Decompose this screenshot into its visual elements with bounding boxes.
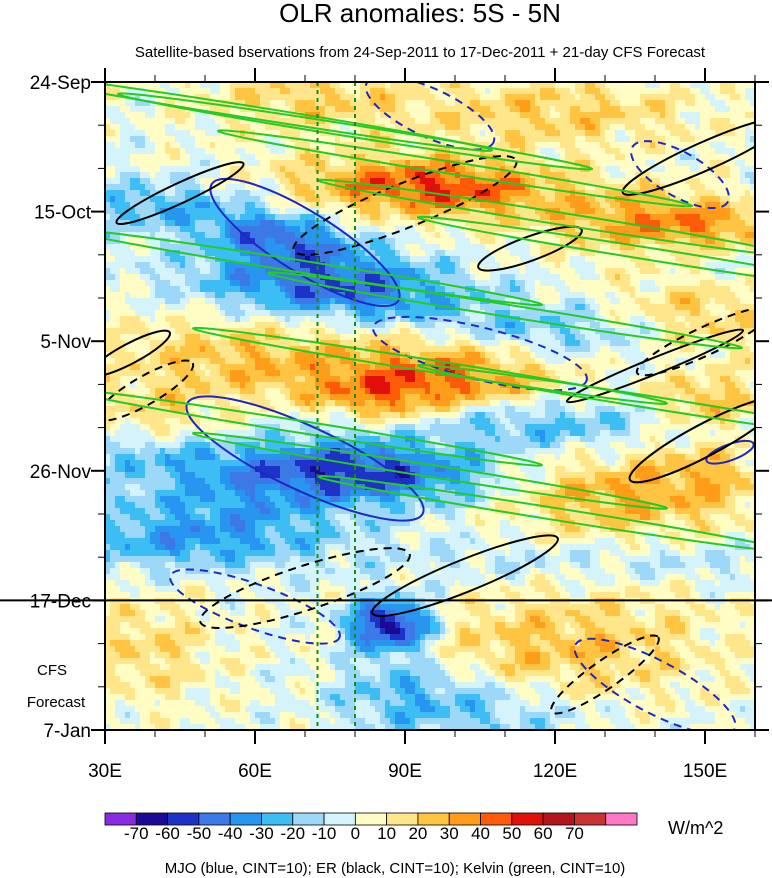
kelvin-contour xyxy=(416,215,755,294)
er-contour xyxy=(628,396,755,484)
forecast-label-line1: CFS xyxy=(37,662,67,679)
chart-title: OLR anomalies: 5S - 5N xyxy=(279,0,561,28)
kelvin-contour xyxy=(416,363,755,442)
colorbar: -70 -60 -50 -40 -30 -20 -10 0 10 20 30 40 50 60 70 xyxy=(104,812,638,843)
colorbar-tick-label: -10 xyxy=(312,824,337,843)
y-tick-label: 24-Sep xyxy=(30,73,91,94)
er-contour xyxy=(115,161,245,226)
reference-longitude-lines xyxy=(316,82,356,730)
kelvin-contour xyxy=(216,129,694,208)
plot-frame xyxy=(104,81,756,731)
er-contour xyxy=(199,547,411,629)
er-contour xyxy=(371,534,559,618)
mjo-contour xyxy=(169,568,341,645)
er-contour xyxy=(550,634,660,715)
x-tick-label: 120E xyxy=(533,761,577,782)
colorbar-tick-label: -50 xyxy=(187,824,212,843)
colorbar-tick-label: -30 xyxy=(249,824,274,843)
y-axis: 24-Sep 15-Oct 5-Nov 26-Nov 17-Dec 7-Jan xyxy=(30,73,769,742)
colorbar-tick-label: -40 xyxy=(218,824,243,843)
y-tick-label: 26-Nov xyxy=(30,462,92,483)
kelvin-contour xyxy=(105,228,544,307)
x-tick-label: 60E xyxy=(238,761,272,782)
colorbar-tick-label: -60 xyxy=(155,824,180,843)
mjo-contour xyxy=(209,177,401,308)
colorbar-tick-label: -70 xyxy=(124,824,149,843)
x-tick-label: 150E xyxy=(683,761,727,782)
colorbar-tick-label: 50 xyxy=(502,824,521,843)
er-contour xyxy=(105,329,172,378)
colorbar-tick-label: 40 xyxy=(471,824,490,843)
colorbar-tick-label: 30 xyxy=(440,824,459,843)
colorbar-tick-label: 0 xyxy=(351,824,360,843)
colorbar-tick-label: 20 xyxy=(408,824,427,843)
forecast-label-line2: Forecast xyxy=(27,694,86,711)
colorbar-tick-label: -20 xyxy=(280,824,305,843)
er-contour xyxy=(105,359,195,422)
y-tick-label: 5-Nov xyxy=(40,332,91,353)
er-contour xyxy=(565,328,745,404)
chart-subtitle: Satellite-based bservations from 24-Sep-… xyxy=(135,44,706,61)
x-tick-label: 90E xyxy=(388,761,422,782)
mjo-contour xyxy=(364,82,496,151)
mjo-contour xyxy=(630,140,730,210)
y-tick-label: 7-Jan xyxy=(43,721,91,742)
y-tick-label: 17-Dec xyxy=(30,591,91,612)
kelvin-contour xyxy=(191,431,669,510)
kelvin-contour xyxy=(105,82,494,152)
colorbar-unit: W/m^2 xyxy=(668,818,723,838)
kelvin-contour xyxy=(191,326,669,405)
x-tick-label: 30E xyxy=(88,761,122,782)
kelvin-contour xyxy=(266,271,744,350)
er-contour xyxy=(477,225,583,272)
footer-legend: MJO (blue, CINT=10); ER (black, CINT=10)… xyxy=(165,860,626,877)
er-contour xyxy=(621,116,755,196)
kelvin-contour xyxy=(105,388,544,467)
colorbar-swatch xyxy=(605,812,638,826)
colorbar-tick-label: 60 xyxy=(534,824,553,843)
colorbar-tick-label: 70 xyxy=(565,824,584,843)
er-contour xyxy=(635,306,755,377)
x-axis: 30E 60E 90E 120E 150E xyxy=(88,68,756,782)
y-tick-label: 15-Oct xyxy=(34,203,92,224)
colorbar-tick-label: 10 xyxy=(377,824,396,843)
